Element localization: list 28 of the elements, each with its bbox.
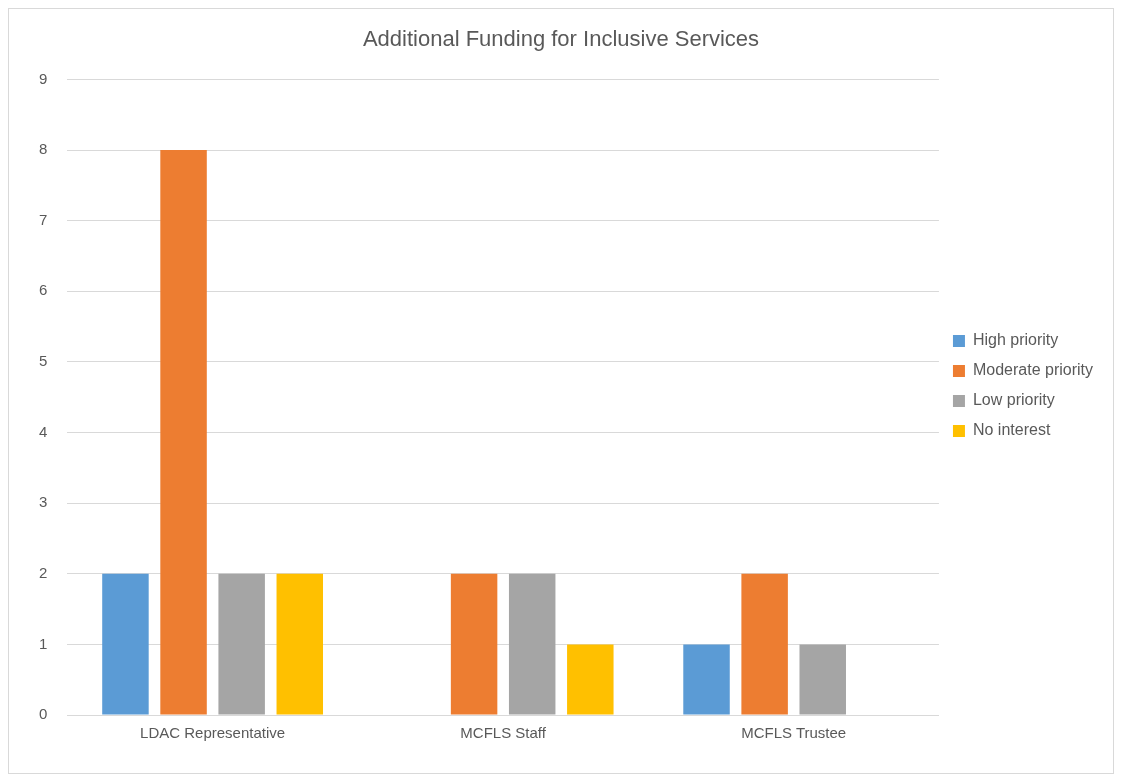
y-tick-label: 7 [39, 210, 48, 228]
y-tick-label: 6 [39, 281, 48, 299]
y-tick-label: 8 [39, 140, 48, 158]
bar [683, 644, 730, 715]
legend-label: No interest [972, 421, 1051, 439]
x-tick-label: LDAC Representative [140, 724, 286, 742]
y-tick-label: 1 [39, 634, 48, 652]
bar [567, 644, 614, 715]
x-tick-label: MCFLS Staff [460, 724, 547, 742]
y-tick-label: 9 [39, 69, 48, 87]
bar [102, 573, 149, 715]
chart-title: Additional Funding for Inclusive Services [362, 26, 760, 52]
legend-label: Low priority [972, 391, 1055, 409]
bar [218, 573, 265, 715]
legend-label: Moderate priority [972, 361, 1093, 379]
bar [160, 150, 207, 715]
bar [741, 573, 788, 715]
bar [508, 573, 556, 715]
bar [799, 644, 846, 715]
y-tick-label: 0 [39, 705, 48, 723]
legend-label: High priority [972, 331, 1059, 349]
bar [450, 573, 498, 715]
x-tick-label: MCFLS Trustee [741, 724, 847, 742]
y-tick-label: 4 [39, 422, 48, 440]
y-tick-label: 5 [39, 352, 48, 370]
y-tick-label: 2 [39, 563, 48, 581]
y-tick-label: 3 [39, 493, 48, 511]
bar [276, 573, 324, 715]
